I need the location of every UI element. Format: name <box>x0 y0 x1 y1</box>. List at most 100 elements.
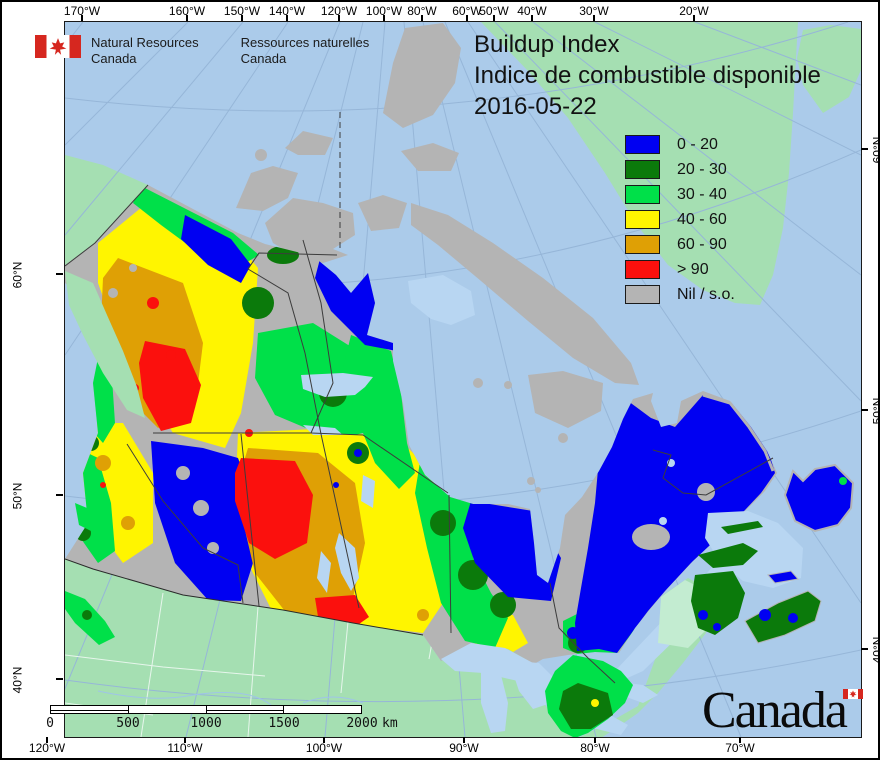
vancouver-island <box>65 591 115 645</box>
canada-bui-map <box>65 22 861 737</box>
lon-label: 150°W <box>223 4 261 18</box>
top-layer-land <box>65 271 855 737</box>
canada-flag-icon <box>35 35 81 58</box>
legend-row: > 90 <box>625 257 735 282</box>
arctic-islands <box>236 23 639 493</box>
legend-label: > 90 <box>677 260 709 278</box>
manitoba-ontario-border <box>448 494 452 634</box>
legend-row: 20 - 30 <box>625 157 735 182</box>
nwt-nunavut-border <box>247 252 338 435</box>
lon-label: 60°W <box>452 4 482 18</box>
legend-swatch-green <box>625 185 660 204</box>
victoria-island <box>265 198 355 263</box>
legend-swatch-red <box>625 260 660 279</box>
bui-data-regions <box>65 186 775 659</box>
lon-label: 140°W <box>268 4 306 18</box>
lat-label: 40°N <box>10 666 25 694</box>
lon-label: 90°W <box>449 741 479 755</box>
wordmark-flag-icon <box>843 689 863 699</box>
lon-label: 160°W <box>168 4 206 18</box>
legend-swatch-yellow <box>625 210 660 229</box>
usa <box>65 559 577 737</box>
gaspe-peninsula <box>698 543 758 568</box>
lake-winnipeg <box>335 533 359 591</box>
us-rivers <box>97 690 364 706</box>
sask-manitoba-border <box>320 433 360 609</box>
scale-bar-labels: 0 500 1000 1500 2000 km <box>46 716 398 732</box>
lat-label: 60°N <box>10 261 25 289</box>
lake-michigan <box>481 671 508 733</box>
alaska-yukon-border <box>65 184 149 267</box>
sixtieth-parallel-border <box>153 432 449 494</box>
title-french: Indice de combustible disponible <box>474 62 821 89</box>
legend-label: Nil / s.o. <box>677 285 735 303</box>
baffin-island <box>411 203 639 385</box>
lon-label: 40°W <box>517 4 547 18</box>
legend-swatch-orange <box>625 235 660 254</box>
legend-row: 60 - 90 <box>625 232 735 257</box>
somerset-island <box>358 195 407 231</box>
lat-label: 40°N <box>870 636 880 664</box>
scale-tick-label: 1000 <box>190 716 222 731</box>
scale-segment <box>128 705 207 714</box>
quebec-labrador-border <box>652 449 774 496</box>
scale-tick-label: 0 <box>46 716 54 731</box>
lat-label: 60°N <box>870 136 880 164</box>
lon-label: 70°W <box>725 741 755 755</box>
lon-label: 120°W <box>28 741 66 755</box>
scale-segment <box>50 705 129 714</box>
lat-label: 50°N <box>10 482 25 510</box>
scale-tick-label: 500 <box>116 716 140 731</box>
scale-bar <box>50 705 362 714</box>
legend-label: 60 - 90 <box>677 235 727 253</box>
legend-label: 0 - 20 <box>677 135 718 153</box>
legend-label: 30 - 40 <box>677 185 727 203</box>
legend-row: 40 - 60 <box>625 207 735 232</box>
alberta-sask-border <box>240 433 260 607</box>
southern-ontario <box>545 655 633 737</box>
new-brunswick <box>691 571 745 635</box>
alaska-panhandle <box>65 271 145 418</box>
canada-us-border <box>65 558 424 636</box>
legend-row: 30 - 40 <box>625 182 735 207</box>
legend-row: 0 - 20 <box>625 132 735 157</box>
banks-island <box>236 166 298 211</box>
devon-island <box>401 143 459 171</box>
scale-segment <box>284 705 362 714</box>
lon-label: 80°W <box>580 741 610 755</box>
iceland-island <box>797 25 861 113</box>
province-borders <box>65 111 774 684</box>
lon-label: 170°W <box>63 4 101 18</box>
anticosti-island <box>721 521 763 534</box>
ellesmere-island <box>383 23 461 128</box>
reindeer-lake <box>361 475 375 508</box>
haida-gwaii <box>75 503 91 531</box>
labrador-coast-fringe <box>702 393 775 472</box>
lake-winnipegosis <box>317 551 331 593</box>
legend-label: 40 - 60 <box>677 210 727 228</box>
nrcan-name-english: Natural Resources Canada <box>91 35 199 66</box>
bui-legend: 0 - 20 20 - 30 30 - 40 40 - 60 60 - 90 >… <box>625 132 735 307</box>
lon-label: 30°W <box>579 4 609 18</box>
title-date: 2016-05-22 <box>474 93 597 120</box>
lon-label: 50°W <box>479 4 509 18</box>
map-viewport <box>64 21 862 738</box>
scale-segment <box>206 705 285 714</box>
lon-label: 80°W <box>407 4 437 18</box>
nrcan-name-french: Ressources naturelles Canada <box>240 35 370 66</box>
pei <box>767 570 799 584</box>
map-title: Buildup Index Indice de combustible disp… <box>474 29 821 122</box>
newfoundland <box>783 463 855 533</box>
lon-label: 20°W <box>679 4 709 18</box>
scale-unit-label: km <box>382 716 398 731</box>
legend-row: Nil / s.o. <box>625 282 735 307</box>
bc-alberta-border <box>126 443 244 604</box>
southampton-island <box>528 371 603 428</box>
alaska <box>65 155 148 265</box>
great-slave-lake <box>301 373 373 397</box>
lon-label: 100°W <box>365 4 403 18</box>
canada-wordmark: Canada <box>702 685 863 737</box>
nrcan-signature: Natural Resources Canada Ressources natu… <box>35 35 411 67</box>
lat-label: 50°N <box>870 397 880 425</box>
